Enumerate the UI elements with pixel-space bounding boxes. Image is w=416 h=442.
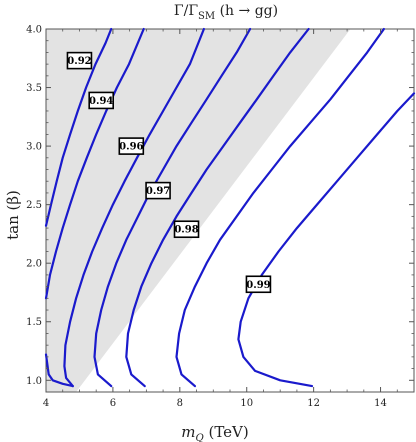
shaded-region-layer <box>46 29 351 392</box>
x-tick-label: 8 <box>177 398 183 409</box>
contour-label-box <box>88 91 114 110</box>
contour-line-0.96 <box>63 27 205 388</box>
y-tick-label: 2.5 <box>26 200 42 211</box>
contour-labels-layer: 0.92 0.94 0.96 0.97 0.98 0.99 <box>66 51 272 294</box>
y-tick-label: 3.0 <box>26 142 42 153</box>
y-tick-label: 3.5 <box>26 83 42 94</box>
contour-label-value: 0.94 <box>89 96 113 107</box>
contour-line-0.94 <box>44 27 145 300</box>
contour-label-0.99: 0.99 <box>245 275 272 294</box>
y-axis-label: tan (β) <box>4 190 22 240</box>
contour-label-box <box>66 51 93 70</box>
contour-label-box <box>145 181 171 200</box>
x-axis-label: mQ (TeV) <box>181 423 248 442</box>
x-tick-label: 6 <box>110 398 116 409</box>
x-tick-label: 4 <box>43 398 49 409</box>
contour-line-extra-6 <box>237 92 416 388</box>
contour-line-0.98 <box>125 27 310 388</box>
contour-label-box <box>245 275 272 294</box>
x-tick-label: 10 <box>240 398 253 409</box>
contour-label-value: 0.99 <box>246 280 270 291</box>
contour-label-0.94: 0.94 <box>88 91 114 110</box>
contour-label-value: 0.92 <box>67 56 91 67</box>
chart-title: Γ/ΓSM (h → gg) <box>174 3 278 22</box>
contour-label-0.92: 0.92 <box>66 51 93 70</box>
y-tick-label: 1.0 <box>26 376 42 387</box>
contour-label-box <box>173 220 200 239</box>
contour-label-value: 0.98 <box>174 225 198 236</box>
contour-label-0.97: 0.97 <box>145 181 171 200</box>
shaded-region <box>46 29 351 392</box>
y-tick-label: 4.0 <box>26 25 42 36</box>
x-tick-label: 14 <box>374 398 387 409</box>
contour-lines-layer <box>44 27 416 388</box>
x-tick-label: 12 <box>307 398 320 409</box>
tick-layer: 4 6 8 10 12 14 1.0 1.5 2.0 2.5 3.0 3.5 4.0 <box>26 25 415 409</box>
y-tick-label: 2.0 <box>26 259 42 270</box>
contour-line-0.92 <box>44 27 113 227</box>
contour-line-0.97 <box>93 27 252 388</box>
contour-label-value: 0.97 <box>146 186 170 197</box>
contour-line-extra-7 <box>44 353 74 388</box>
contour-label-0.96: 0.96 <box>118 137 145 155</box>
contour-label-0.98: 0.98 <box>173 220 200 239</box>
contour-label-value: 0.96 <box>119 142 143 153</box>
contour-label-box <box>118 137 145 155</box>
y-tick-label: 1.5 <box>26 317 42 328</box>
contour-line-0.99 <box>175 27 385 388</box>
